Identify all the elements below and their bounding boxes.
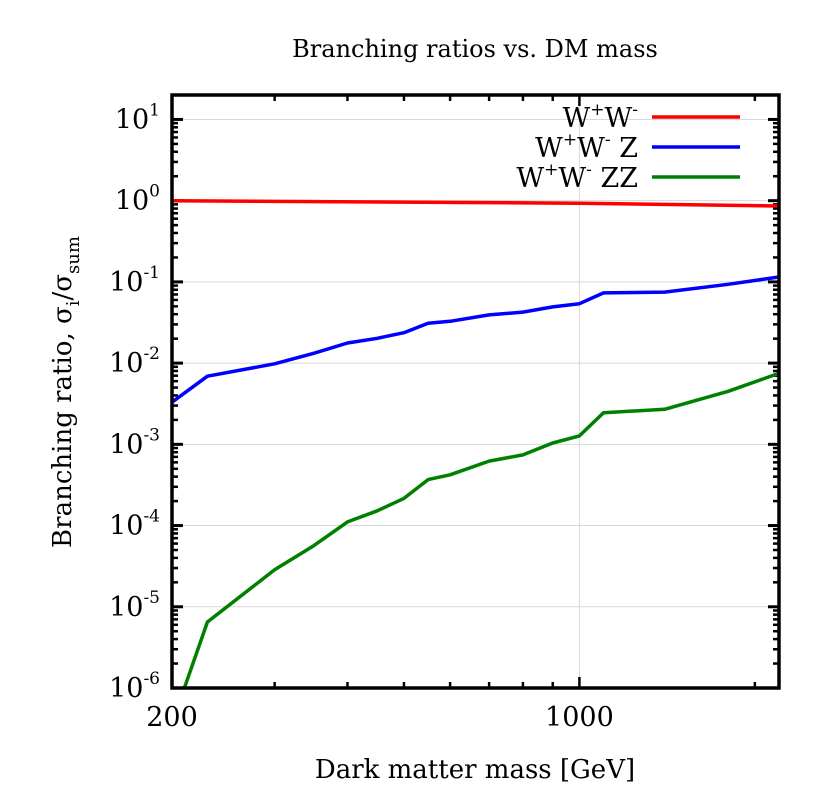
legend-label-part: +	[590, 100, 604, 120]
series-lines	[172, 198, 779, 688]
x-tick-label: 200	[146, 702, 198, 733]
y-tick-base: 10	[109, 267, 143, 298]
legend-label-part: ZZ	[592, 163, 638, 194]
y-tick-exp: -3	[143, 425, 160, 445]
y-tick-base: 10	[109, 511, 143, 542]
y-axis-label-main: Branching ratio, σ	[48, 306, 78, 548]
legend-label-part: +	[544, 160, 558, 180]
legend-label-part: -	[605, 130, 611, 150]
legend-label-1: W+W- Z	[535, 130, 638, 164]
y-tick-label: 10-4	[109, 507, 160, 542]
chart-title: Branching ratios vs. DM mass	[292, 35, 658, 63]
plot-frame	[170, 93, 781, 690]
y-tick-label: 10-2	[109, 344, 160, 379]
legend: W+W-W+W- ZW+W- ZZ	[516, 100, 740, 194]
y-tick-label: 10-5	[109, 588, 160, 623]
y-tick-exp: -1	[143, 263, 160, 283]
x-axis-label: Dark matter mass [GeV]	[315, 755, 635, 785]
legend-label-part: -	[586, 160, 592, 180]
y-tick-base: 10	[109, 673, 143, 704]
y-tick-exp: 0	[149, 182, 160, 202]
legend-label-2: W+W- ZZ	[516, 160, 638, 194]
legend-label-part: W	[562, 103, 590, 134]
y-axis-label-slash: /σ	[48, 274, 78, 301]
y-tick-label: 10-6	[109, 669, 160, 704]
series-line-0	[172, 198, 779, 208]
y-tick-exp: -4	[143, 507, 160, 527]
y-axis-label-sub2: sum	[63, 236, 84, 274]
legend-label-part: -	[632, 100, 638, 120]
y-tick-label: 100	[115, 182, 160, 217]
y-tick-exp: -2	[143, 344, 160, 364]
y-tick-base: 10	[109, 429, 143, 460]
y-tick-exp: -5	[143, 588, 160, 608]
series-line-2	[182, 371, 779, 688]
legend-label-part: W	[516, 163, 544, 194]
series-line-1	[172, 275, 779, 404]
legend-label-part: W	[577, 133, 605, 164]
legend-label-0: W+W-	[562, 100, 638, 134]
y-tick-base: 10	[109, 348, 143, 379]
legend-label-part: +	[563, 130, 577, 150]
y-tick-label: 101	[115, 100, 160, 135]
legend-label-part: Z	[611, 133, 638, 164]
y-tick-exp: 1	[149, 100, 160, 120]
y-tick-label: 10-3	[109, 425, 160, 460]
x-tick-label: 1000	[545, 702, 614, 733]
y-tick-exp: -6	[143, 669, 160, 689]
y-tick-base: 10	[115, 186, 149, 217]
legend-label-part: W	[558, 163, 586, 194]
y-tick-base: 10	[109, 592, 143, 623]
y-tick-label: 10-1	[109, 263, 160, 298]
y-axis-label: Branching ratio, σi/σsum	[48, 236, 84, 548]
legend-label-part: W	[604, 103, 632, 134]
legend-label-part: W	[535, 133, 563, 164]
y-axis-label-sub1: i	[63, 300, 84, 306]
y-tick-base: 10	[115, 104, 149, 135]
